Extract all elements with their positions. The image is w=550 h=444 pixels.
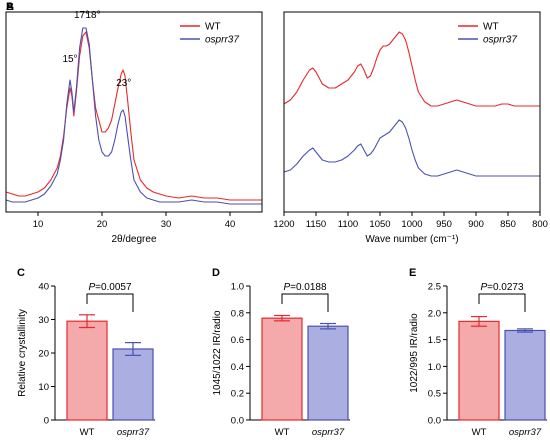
peak-label: 18° xyxy=(85,10,100,21)
y-tick-label: 0.2 xyxy=(231,389,244,400)
panel-a: A 10 20 30 40 2θ/degree WT osprr37 15° 17°18° 23° xyxy=(5,1,263,245)
x-tick-label: 20 xyxy=(97,219,108,230)
panel-letter-e: E xyxy=(409,267,416,279)
series-line-wt xyxy=(283,31,540,107)
bar-osprr37 xyxy=(504,329,546,421)
y-axis-label: 1045/1022 IR/radio xyxy=(212,310,223,396)
y-tick-label: 0.0 xyxy=(428,416,441,427)
legend-label-wt: WT xyxy=(483,22,499,33)
x-tick-label: 1200 xyxy=(273,219,294,230)
x-tick-label: 900 xyxy=(468,219,484,230)
bar-wt xyxy=(458,320,500,421)
category-label-wt: WT xyxy=(275,427,290,438)
category-label-wt: WT xyxy=(472,427,487,438)
peak-label: 15° xyxy=(62,54,77,65)
panel-letter-c: C xyxy=(17,267,25,279)
bar-wt xyxy=(66,320,108,421)
p-value-label: P=0.0273 xyxy=(480,282,524,293)
y-tick-label: 0.5 xyxy=(428,389,441,400)
x-tick-label: 1050 xyxy=(369,219,390,230)
y-tick-label: 0.6 xyxy=(231,335,244,346)
y-tick-label: 2.5 xyxy=(428,282,441,293)
panel-e: E 0.0 0.5 1.0 1.5 2.0 2.5 1022/995 IR/radio WT os… xyxy=(409,267,547,438)
category-label-wt: WT xyxy=(80,427,95,438)
y-axis-label: 1022/995 IR/radio xyxy=(409,313,420,393)
peak-label: 17° xyxy=(74,10,89,21)
legend-label-osprr37: osprr37 xyxy=(205,35,239,46)
panel-b: B 1200 1150 1100 1050 1000 950 900 850 800 Wave nu… xyxy=(6,1,548,245)
legend-label-osprr37: osprr37 xyxy=(483,35,517,46)
y-tick-label: 40 xyxy=(38,282,49,293)
series-line-osprr37 xyxy=(283,119,540,177)
y-axis-label: Relative crystallinity xyxy=(17,309,28,397)
panel-d: D 0.0 0.2 0.4 0.6 0.8 1.0 1045/1022 IR/radio WT o… xyxy=(212,267,350,438)
significance-bracket xyxy=(86,293,134,312)
series-line-wt xyxy=(5,31,262,201)
x-tick-label: 1150 xyxy=(306,219,326,230)
x-tick-label: 40 xyxy=(225,219,236,230)
bar-wt xyxy=(261,317,303,421)
y-tick-label: 0.8 xyxy=(231,308,244,319)
panel-letter-b: B xyxy=(6,1,14,13)
panel-c: C 0 10 20 30 40 Relative crystallinity WT osprr3… xyxy=(17,267,155,438)
bar-osprr37 xyxy=(112,348,154,421)
y-tick-label: 1.5 xyxy=(428,335,441,346)
x-tick-label: 1100 xyxy=(338,219,358,230)
y-tick-label: 0.4 xyxy=(231,362,244,373)
panel-letter-a: A xyxy=(6,1,14,13)
y-tick-label: 1.0 xyxy=(231,282,244,293)
x-axis-label: 2θ/degree xyxy=(111,234,156,245)
x-tick-label: 30 xyxy=(161,219,172,230)
y-tick-label: 1.0 xyxy=(428,362,441,373)
p-value-label: P=0.0057 xyxy=(88,282,132,293)
bar-osprr37 xyxy=(307,325,349,421)
y-tick-label: 0.0 xyxy=(231,416,244,427)
y-tick-label: 10 xyxy=(38,382,49,393)
category-label-osprr37: osprr37 xyxy=(117,427,150,438)
x-tick-label: 950 xyxy=(436,219,452,230)
x-tick-label: 1000 xyxy=(401,219,422,230)
x-axis-label: Wave number (cm⁻¹) xyxy=(365,234,458,245)
panel-letter-d: D xyxy=(212,267,220,279)
y-tick-label: 0 xyxy=(44,416,49,427)
y-tick-label: 20 xyxy=(38,349,49,360)
plot-frame xyxy=(5,11,263,213)
x-tick-label: 10 xyxy=(33,219,44,230)
y-tick-label: 2.0 xyxy=(428,308,441,319)
x-tick-label: 800 xyxy=(532,219,548,230)
significance-bracket xyxy=(478,293,526,312)
x-tick-label: 850 xyxy=(500,219,516,230)
y-tick-label: 30 xyxy=(38,315,49,326)
peak-label: 23° xyxy=(116,78,131,89)
p-value-label: P=0.0188 xyxy=(283,282,327,293)
category-label-osprr37: osprr37 xyxy=(509,427,542,438)
significance-bracket xyxy=(281,293,329,312)
series-line-osprr37 xyxy=(5,27,262,205)
legend-label-wt: WT xyxy=(205,22,221,33)
category-label-osprr37: osprr37 xyxy=(312,427,345,438)
